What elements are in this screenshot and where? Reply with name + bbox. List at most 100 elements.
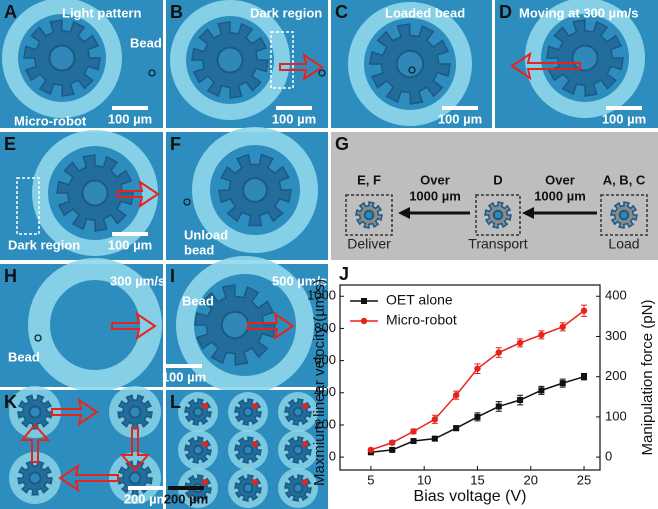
marker bbox=[474, 365, 480, 371]
scale-label: 100 µm bbox=[108, 111, 152, 126]
gear-hub bbox=[222, 312, 248, 338]
gear-hub bbox=[572, 45, 597, 70]
gear-hub bbox=[129, 406, 140, 417]
gear-hub bbox=[194, 446, 203, 455]
bead-red bbox=[202, 403, 208, 409]
marker bbox=[432, 436, 438, 442]
panel-letter: G bbox=[335, 134, 349, 154]
marker bbox=[560, 380, 566, 386]
scale-label: 200 µm bbox=[124, 491, 168, 506]
legend-marker bbox=[361, 298, 367, 304]
gear-hub bbox=[244, 408, 253, 417]
panel-annotation: Dark region bbox=[250, 5, 322, 20]
panel-annotation: Bead bbox=[8, 349, 40, 364]
bead-red bbox=[252, 441, 258, 447]
scale-label: 100 µm bbox=[162, 369, 206, 384]
gear-hub bbox=[397, 51, 423, 77]
gear-hub bbox=[49, 45, 74, 70]
marker bbox=[432, 416, 438, 422]
marker bbox=[517, 397, 523, 403]
panel-annotation: Dark region bbox=[8, 237, 80, 252]
bead-red bbox=[202, 441, 208, 447]
stage-label: D bbox=[493, 172, 502, 187]
panel-annotation: 300 µm/s bbox=[110, 273, 165, 288]
y2-axis-label: Manipulation force (pN) bbox=[639, 300, 656, 456]
panel-letter: B bbox=[170, 2, 183, 22]
x-tick-label: 5 bbox=[367, 472, 374, 487]
gear-hub bbox=[194, 408, 203, 417]
series-line bbox=[371, 311, 584, 450]
step-label: 1000 µm bbox=[534, 188, 586, 203]
marker bbox=[538, 332, 544, 338]
marker bbox=[474, 414, 480, 420]
panel-letter: J bbox=[339, 264, 349, 284]
marker bbox=[560, 324, 566, 330]
scale-label: 100 µm bbox=[272, 111, 316, 126]
marker bbox=[411, 438, 417, 444]
bead-red bbox=[302, 403, 308, 409]
marker bbox=[410, 428, 416, 434]
panel-letter: D bbox=[499, 2, 512, 22]
bead-red bbox=[302, 479, 308, 485]
panel-letter: C bbox=[335, 2, 348, 22]
y-axis-label: Maxmium linear velocity (µm/s) bbox=[311, 279, 328, 486]
x-axis-label: Bias voltage (V) bbox=[414, 488, 527, 505]
gear-hub bbox=[494, 211, 503, 220]
x-tick-label: 15 bbox=[470, 472, 484, 487]
panel-letter: H bbox=[4, 266, 17, 286]
marker bbox=[453, 392, 459, 398]
scale-label: 100 µm bbox=[438, 111, 482, 126]
panel-annotation: Micro-robot bbox=[14, 113, 87, 128]
marker bbox=[581, 308, 587, 314]
panel-letter: A bbox=[4, 2, 17, 22]
gear-hub bbox=[294, 408, 303, 417]
bead-red bbox=[252, 403, 258, 409]
marker bbox=[389, 447, 395, 453]
panel-letter: I bbox=[170, 266, 175, 286]
legend-label: Micro-robot bbox=[386, 312, 457, 328]
y2-tick-label: 300 bbox=[605, 328, 627, 343]
gear-hub bbox=[29, 406, 40, 417]
y2-tick-label: 0 bbox=[605, 449, 612, 464]
legend-label: OET alone bbox=[386, 292, 453, 308]
gear-hub bbox=[244, 484, 253, 493]
panel-annotation: Bead bbox=[130, 35, 162, 50]
x-tick-label: 20 bbox=[524, 472, 538, 487]
panel-letter: F bbox=[170, 134, 181, 154]
step-label: Over bbox=[545, 172, 575, 187]
stage-name: Deliver bbox=[347, 236, 391, 252]
y2-tick-label: 400 bbox=[605, 288, 627, 303]
gear-hub bbox=[29, 472, 40, 483]
stage-name: Transport bbox=[468, 236, 528, 252]
x-tick-label: 25 bbox=[577, 472, 591, 487]
scale-label: 100 µm bbox=[108, 237, 152, 252]
gear-hub bbox=[217, 47, 242, 72]
gear-hub bbox=[365, 211, 374, 220]
legend-marker bbox=[361, 318, 367, 324]
panel-annotation: Loaded bead bbox=[385, 5, 465, 20]
marker bbox=[496, 403, 502, 409]
gear-hub bbox=[129, 472, 140, 483]
panel-annotation: Light pattern bbox=[62, 5, 141, 20]
gear-hub bbox=[244, 446, 253, 455]
marker bbox=[538, 387, 544, 393]
gear-hub bbox=[243, 178, 267, 202]
gear-hub bbox=[82, 180, 107, 205]
marker bbox=[496, 349, 502, 355]
marker bbox=[389, 439, 395, 445]
y2-tick-label: 200 bbox=[605, 368, 627, 383]
stage-label: A, B, C bbox=[603, 172, 646, 187]
panel-annotation: Unload bbox=[184, 227, 228, 242]
y-tick-label: 0 bbox=[329, 449, 336, 464]
marker bbox=[581, 374, 587, 380]
marker bbox=[453, 425, 459, 431]
stage-name: Load bbox=[608, 236, 639, 252]
step-label: 1000 µm bbox=[409, 188, 461, 203]
bead-red bbox=[302, 441, 308, 447]
panel-letter: L bbox=[170, 392, 181, 412]
stage-label: E, F bbox=[357, 172, 381, 187]
gear-hub bbox=[294, 484, 303, 493]
marker bbox=[368, 447, 374, 453]
step-label: Over bbox=[420, 172, 450, 187]
scale-label: 100 µm bbox=[602, 111, 646, 126]
